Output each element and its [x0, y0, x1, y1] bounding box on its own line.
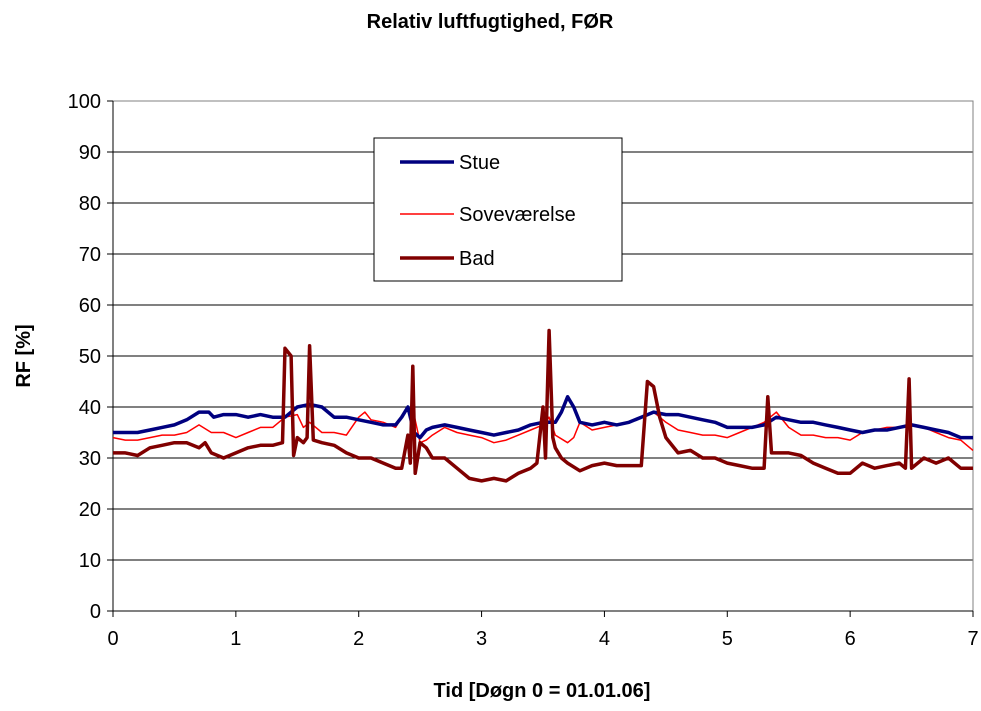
x-tick-label: 1	[230, 628, 241, 650]
y-tick-label: 90	[79, 142, 101, 164]
x-axis-title: Tid [Døgn 0 = 01.01.06]	[434, 680, 651, 702]
x-tick-label: 0	[107, 628, 118, 650]
axes: 0 10 20 30 40 50 60 70 80 90 100 0 1 2 3 4 5 6 7	[68, 91, 979, 650]
x-tick-label: 6	[845, 628, 856, 650]
y-tick-label: 60	[79, 295, 101, 317]
series-line-2	[113, 328, 973, 483]
chart-title: Relativ luftfugtighed, FØR	[367, 11, 614, 33]
y-tick-label: 100	[68, 91, 101, 113]
legend-label-2: Bad	[459, 248, 495, 270]
y-tick-label: 10	[79, 550, 101, 572]
y-tick-label: 30	[79, 448, 101, 470]
x-tick-label: 7	[967, 628, 978, 650]
x-tick-label: 4	[599, 628, 610, 650]
y-tick-label: 40	[79, 397, 101, 419]
legend-label-0: Stue	[459, 152, 500, 174]
y-tick-label: 50	[79, 346, 101, 368]
x-tick-label: 3	[476, 628, 487, 650]
y-tick-label: 70	[79, 244, 101, 266]
x-tick-label: 5	[722, 628, 733, 650]
y-tick-label: 0	[90, 601, 101, 623]
y-tick-label: 80	[79, 193, 101, 215]
series-line-1	[112, 406, 974, 451]
legend: Stue Soveværelse Bad	[373, 137, 623, 282]
series-line-0	[113, 395, 973, 440]
y-axis-title: RF [%]	[13, 324, 35, 387]
series-lines	[112, 328, 974, 483]
y-tick-label: 20	[79, 499, 101, 521]
legend-label-1: Soveværelse	[459, 204, 576, 226]
x-tick-label: 2	[353, 628, 364, 650]
